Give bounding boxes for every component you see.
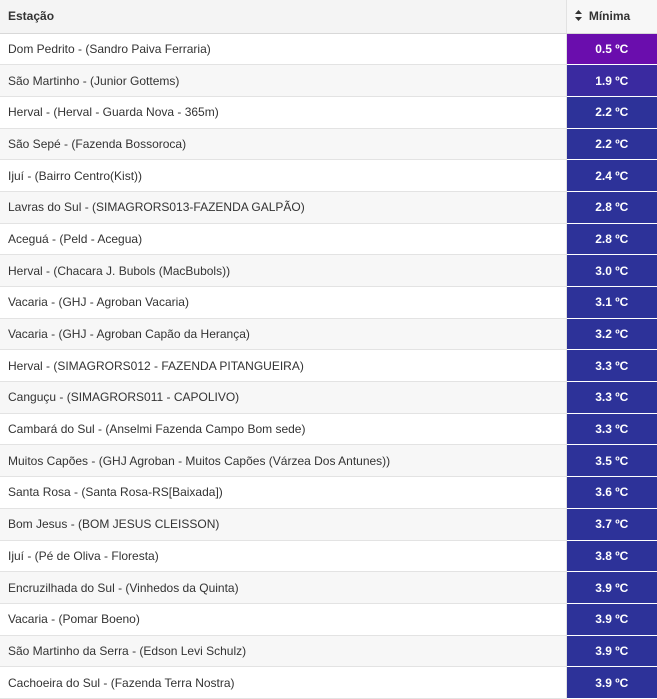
station-name-cell: Dom Pedrito - (Sandro Paiva Ferraria) (0, 33, 567, 66)
station-name-cell: Herval - (SIMAGRORS012 - FAZENDA PITANGU… (0, 349, 567, 383)
table-row: Vacaria - (Pomar Boeno) 3.9 ºC (0, 603, 657, 636)
table-row: Bom Jesus - (BOM JESUS CLEISSON) 3.7 ºC (0, 508, 657, 541)
minimum-temperature-cell: 0.5 ºC (566, 33, 657, 66)
table-row: Canguçu - (SIMAGRORS011 - CAPOLIVO) 3.3 º… (0, 381, 657, 414)
station-name-cell: Herval - (Chacara J. Bubols (MacBubols)) (0, 254, 567, 287)
station-name-cell: Vacaria - (Pomar Boeno) (0, 603, 567, 636)
station-name-cell: São Sepé - (Fazenda Bossoroca) (0, 128, 567, 161)
table-row: São Martinho da Serra - (Edson Levi Schu… (0, 635, 657, 668)
station-name-cell: Aceguá - (Peld - Acegua) (0, 223, 567, 256)
table-row: Herval - (Herval - Guarda Nova - 365m) 2.… (0, 96, 657, 129)
minimum-temperature-cell: 3.3 ºC (566, 413, 657, 446)
minimum-temperature-cell: 3.7 ºC (566, 508, 657, 541)
table-row: Cachoeira do Sul - (Fazenda Terra Nostra… (0, 666, 657, 699)
minimum-temperature-cell: 3.6 ºC (566, 476, 657, 509)
station-name-cell: São Martinho da Serra - (Edson Levi Schu… (0, 635, 567, 668)
minimum-temperature-cell: 3.2 ºC (566, 318, 657, 351)
station-name-cell: Lavras do Sul - (SIMAGRORS013-FAZENDA GA… (0, 191, 567, 224)
table-header-row: Estação Mínima (0, 0, 657, 34)
station-name-cell: Santa Rosa - (Santa Rosa-RS[Baixada]) (0, 476, 567, 509)
station-name-cell: Vacaria - (GHJ - Agroban Capão da Heranç… (0, 318, 567, 351)
table-row: Santa Rosa - (Santa Rosa-RS[Baixada]) 3.6… (0, 476, 657, 509)
table-row: Aceguá - (Peld - Acegua) 2.8 ºC (0, 223, 657, 256)
minimum-temperature-cell: 3.1 ºC (566, 286, 657, 319)
station-name-cell: Cambará do Sul - (Anselmi Fazenda Campo … (0, 413, 567, 446)
minimum-temperature-cell: 2.2 ºC (566, 128, 657, 161)
table-row: Vacaria - (GHJ - Agroban Capão da Heranç… (0, 318, 657, 351)
table-row: São Sepé - (Fazenda Bossoroca) 2.2 ºC (0, 128, 657, 161)
table-row: Lavras do Sul - (SIMAGRORS013-FAZENDA GA… (0, 191, 657, 224)
minimum-temperature-cell: 2.8 ºC (566, 191, 657, 224)
table-row: Herval - (Chacara J. Bubols (MacBubols))… (0, 254, 657, 287)
table-row: São Martinho - (Junior Gottems) 1.9 ºC (0, 64, 657, 97)
minimum-temperature-cell: 3.9 ºC (566, 635, 657, 668)
minimum-temperature-cell: 1.9 ºC (566, 64, 657, 97)
station-name-cell: Muitos Capões - (GHJ Agroban - Muitos Ca… (0, 444, 567, 478)
minimum-temperature-cell: 3.3 ºC (566, 349, 657, 383)
table-row: Ijuí - (Bairro Centro(Kist)) 2.4 ºC (0, 159, 657, 192)
station-header-label: Estação (8, 9, 55, 24)
minimum-temperature-cell: 3.9 ºC (566, 666, 657, 699)
table-row: Vacaria - (GHJ - Agroban Vacaria) 3.1 ºC (0, 286, 657, 319)
station-name-cell: Bom Jesus - (BOM JESUS CLEISSON) (0, 508, 567, 541)
minimum-temperature-cell: 3.9 ºC (566, 571, 657, 604)
station-name-cell: Ijuí - (Bairro Centro(Kist)) (0, 159, 567, 192)
station-name-cell: Ijuí - (Pé de Oliva - Floresta) (0, 540, 567, 573)
minimum-temperature-cell: 2.4 ºC (566, 159, 657, 192)
station-name-cell: Encruzilhada do Sul - (Vinhedos da Quint… (0, 571, 567, 604)
minimum-temperature-cell: 3.9 ºC (566, 603, 657, 636)
station-name-cell: São Martinho - (Junior Gottems) (0, 64, 567, 97)
station-name-cell: Vacaria - (GHJ - Agroban Vacaria) (0, 286, 567, 319)
table-row: Ijuí - (Pé de Oliva - Floresta) 3.8 ºC (0, 540, 657, 573)
station-name-cell: Cachoeira do Sul - (Fazenda Terra Nostra… (0, 666, 567, 699)
table-body: Dom Pedrito - (Sandro Paiva Ferraria) 0.5… (0, 33, 657, 699)
table-row: Herval - (SIMAGRORS012 - FAZENDA PITANGU… (0, 349, 657, 383)
minimum-temperature-cell: 3.0 ºC (566, 254, 657, 287)
table-row: Muitos Capões - (GHJ Agroban - Muitos Ca… (0, 444, 657, 478)
station-name-cell: Canguçu - (SIMAGRORS011 - CAPOLIVO) (0, 381, 567, 414)
table-row: Cambará do Sul - (Anselmi Fazenda Campo … (0, 413, 657, 446)
minimum-temperature-cell: 2.2 ºC (566, 96, 657, 129)
station-name-cell: Herval - (Herval - Guarda Nova - 365m) (0, 96, 567, 129)
table-row: Encruzilhada do Sul - (Vinhedos da Quint… (0, 571, 657, 604)
minimum-temperature-cell: 3.3 ºC (566, 381, 657, 414)
minimum-temperature-cell: 3.8 ºC (566, 540, 657, 573)
station-column-header[interactable]: Estação (0, 0, 567, 34)
sort-icon[interactable] (574, 10, 582, 22)
minimum-column-header[interactable]: Mínima (566, 0, 657, 34)
table-row: Dom Pedrito - (Sandro Paiva Ferraria) 0.5… (0, 33, 657, 66)
minimum-temperature-cell: 3.5 ºC (566, 444, 657, 478)
minimum-temperature-cell: 2.8 ºC (566, 223, 657, 256)
minimum-header-label: Mínima (588, 9, 631, 24)
